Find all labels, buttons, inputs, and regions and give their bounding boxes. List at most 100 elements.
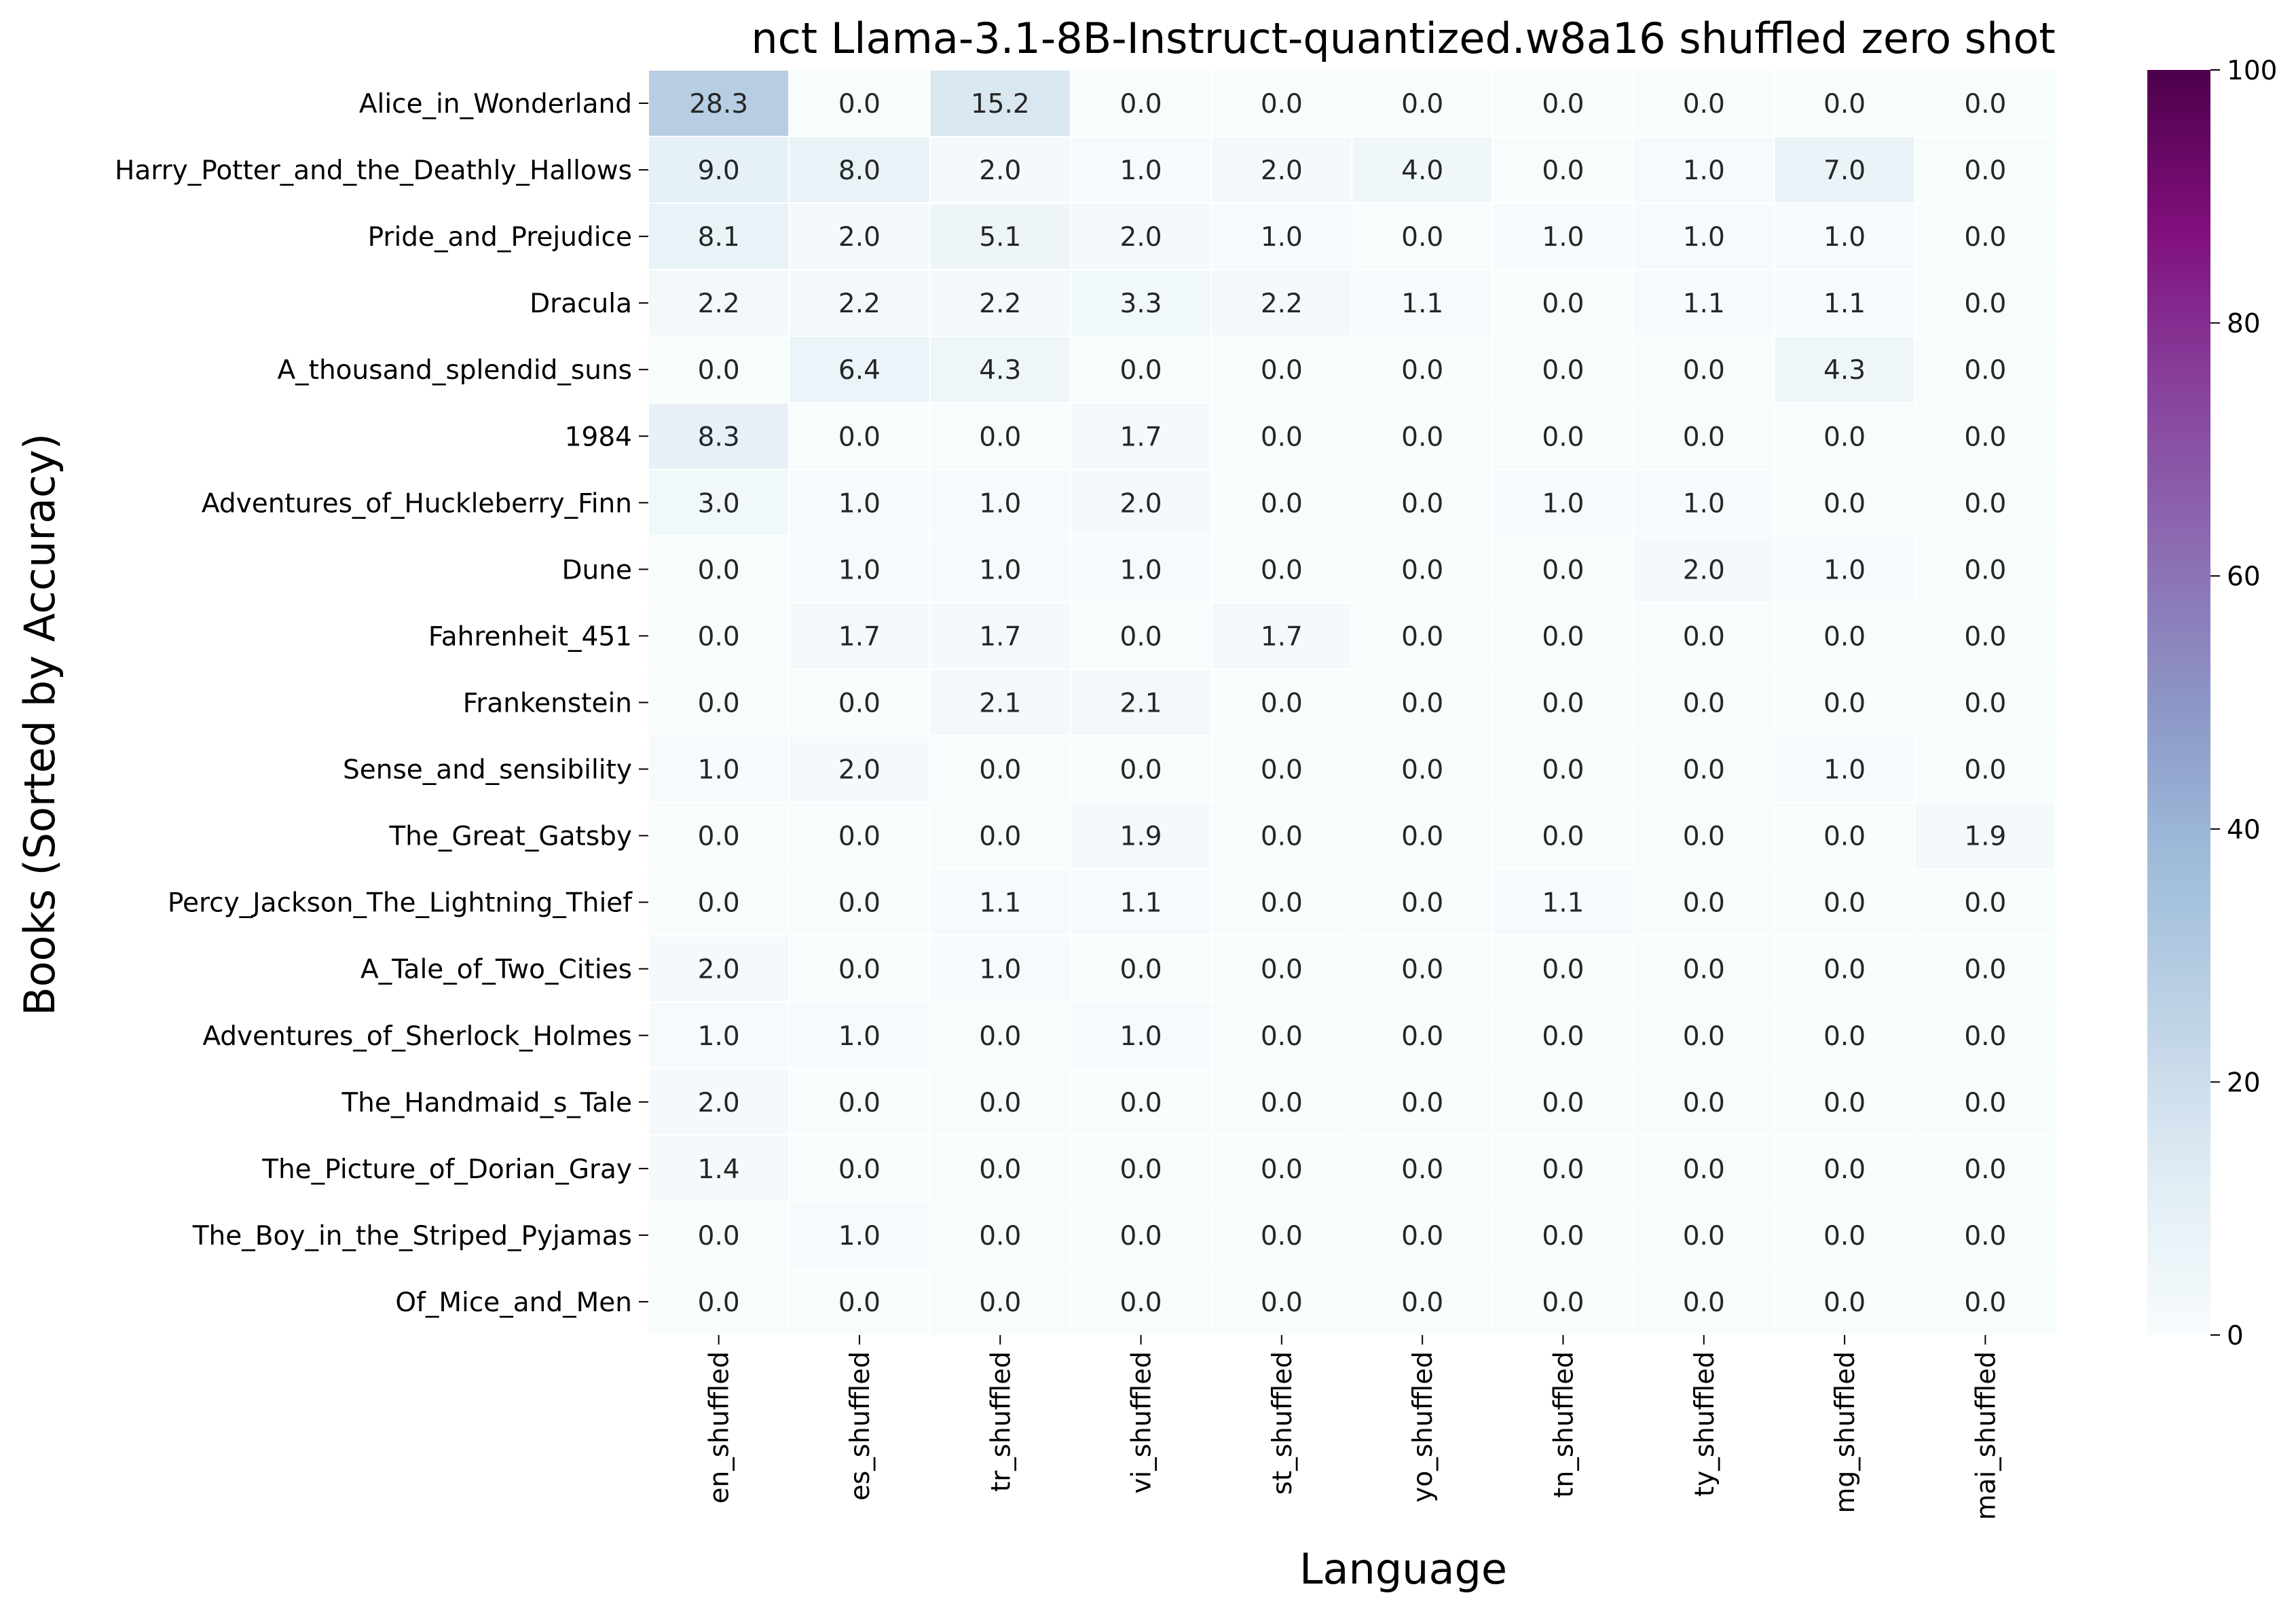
x-tick-label: es_shuffled (845, 1351, 876, 1501)
cell-value-label: 0.0 (1120, 621, 1162, 652)
colorbar-tick-label: 20 (2227, 1067, 2261, 1098)
cell-value-label: 0.0 (1401, 1154, 1443, 1185)
heatmap-cell (929, 535, 1071, 604)
cell-value-label: 0.0 (1401, 555, 1443, 585)
cell-value-label: 1.0 (1823, 222, 1866, 253)
y-tick-label: Fahrenheit_451 (428, 621, 632, 652)
y-tick-label: The_Picture_of_Dorian_Gray (261, 1154, 632, 1185)
heatmap-cell (1069, 1134, 1212, 1203)
heatmap-cell (1914, 136, 2056, 204)
cell-value-label: 0.0 (1683, 1088, 1725, 1118)
cell-value-label: 1.0 (979, 955, 1021, 985)
heatmap-cell (1492, 1267, 1635, 1336)
heatmap-cell (788, 602, 931, 670)
cell-value-label: 1.7 (838, 621, 881, 652)
heatmap-cell (1633, 868, 1775, 936)
heatmap-cell (929, 1001, 1071, 1070)
heatmap-cell (788, 1201, 931, 1269)
cell-value-label: 28.3 (689, 89, 748, 120)
heatmap-cell (1492, 469, 1635, 537)
cell-value-label: 1.1 (1401, 289, 1443, 319)
cell-value-label: 0.0 (1261, 955, 1303, 985)
cell-value-label: 0.0 (838, 1287, 881, 1318)
cell-value-label: 1.7 (979, 621, 1021, 652)
heatmap-cell (1914, 735, 2056, 803)
cell-value-label: 0.0 (1964, 289, 2006, 319)
cell-value-label: 1.0 (1683, 222, 1725, 253)
cell-value-label: 2.2 (979, 289, 1021, 319)
cell-value-label: 0.0 (1542, 689, 1584, 719)
cell-value-label: 0.0 (1261, 1154, 1303, 1185)
cell-value-label: 0.0 (1401, 355, 1443, 386)
cell-value-label: 1.1 (979, 888, 1021, 919)
cell-value-label: 0.0 (1120, 1221, 1162, 1251)
heatmap-cell (929, 1201, 1071, 1269)
heatmap-cell (1914, 801, 2056, 870)
y-tick-label: Adventures_of_Sherlock_Holmes (202, 1021, 632, 1052)
y-tick-label: Percy_Jackson_The_Lightning_Thief (168, 888, 633, 919)
cell-value-label: 8.3 (698, 422, 740, 452)
heatmap-cell (1633, 136, 1775, 204)
heatmap-cells: 28.3 0.0 15.2 0.0 0.0 0.0 0.0 0.0 0.0 0.0 9.0 8.0 2.… (648, 69, 2056, 1336)
cell-value-label: 4.3 (979, 355, 1021, 386)
cell-value-label: 0.0 (1401, 755, 1443, 786)
cell-value-label: 0.0 (1964, 1154, 2006, 1185)
cell-value-label: 4.3 (1823, 355, 1866, 386)
heatmap-cell (1633, 202, 1775, 271)
heatmap-cell (788, 801, 931, 870)
heatmap-cell (1773, 602, 1916, 670)
cell-value-label: 0.0 (838, 689, 881, 719)
cell-value-label: 15.2 (971, 89, 1030, 120)
cell-value-label: 0.0 (1683, 888, 1725, 919)
heatmap-cell (1210, 668, 1353, 737)
heatmap-cell (648, 69, 790, 138)
cell-value-label: 1.7 (1120, 422, 1162, 452)
cell-value-label: 1.1 (1120, 888, 1162, 919)
heatmap-cell (1633, 269, 1775, 337)
heatmap-cell (1914, 335, 2056, 404)
cell-value-label: 0.0 (1401, 1021, 1443, 1052)
heatmap-cell (1492, 602, 1635, 670)
heatmap-cell (1773, 269, 1916, 337)
heatmap-cell (1492, 1067, 1635, 1136)
cell-value-label: 0.0 (838, 955, 881, 985)
y-tick-label: Pride_and_Prejudice (368, 222, 632, 253)
y-tick-label: Adventures_of_Huckleberry_Finn (202, 488, 632, 519)
chart-title: nct Llama-3.1-8B-Instruct-quantized.w8a1… (751, 14, 2055, 63)
heatmap-cell (1210, 1067, 1353, 1136)
cell-value-label: 0.0 (1823, 1088, 1866, 1118)
cell-value-label: 0.0 (1261, 488, 1303, 519)
heatmap-cell (1773, 335, 1916, 404)
heatmap-cell (929, 1134, 1071, 1203)
cell-value-label: 0.0 (838, 1088, 881, 1118)
heatmap-cell (788, 1267, 931, 1336)
heatmap-cell (1773, 136, 1916, 204)
cell-value-label: 1.0 (838, 488, 881, 519)
heatmap-cell (1492, 335, 1635, 404)
heatmap-cell (1069, 535, 1212, 604)
cell-value-label: 1.0 (698, 1021, 740, 1052)
heatmap-cell (788, 69, 931, 138)
cell-value-label: 0.0 (1401, 822, 1443, 852)
cell-value-label: 0.0 (1261, 89, 1303, 120)
cell-value-label: 0.0 (1683, 1154, 1725, 1185)
cell-value-label: 1.7 (1261, 621, 1303, 652)
cell-value-label: 0.0 (1964, 89, 2006, 120)
heatmap-cell (648, 469, 790, 537)
cell-value-label: 0.0 (838, 888, 881, 919)
y-tick-label: A_thousand_splendid_suns (277, 355, 632, 386)
cell-value-label: 0.0 (979, 1021, 1021, 1052)
cell-value-label: 0.0 (1401, 222, 1443, 253)
heatmap-cell (1492, 868, 1635, 936)
cell-value-label: 0.0 (1261, 888, 1303, 919)
heatmap-cell (1773, 469, 1916, 537)
heatmap-cell (788, 335, 931, 404)
heatmap-cell (1492, 1001, 1635, 1070)
heatmap-cell (648, 402, 790, 471)
heatmap-cell (1914, 469, 2056, 537)
heatmap-cell (788, 934, 931, 1003)
heatmap-cell (1351, 402, 1494, 471)
cell-value-label: 9.0 (698, 156, 740, 186)
cell-value-label: 0.0 (1683, 822, 1725, 852)
heatmap-cell (1914, 269, 2056, 337)
